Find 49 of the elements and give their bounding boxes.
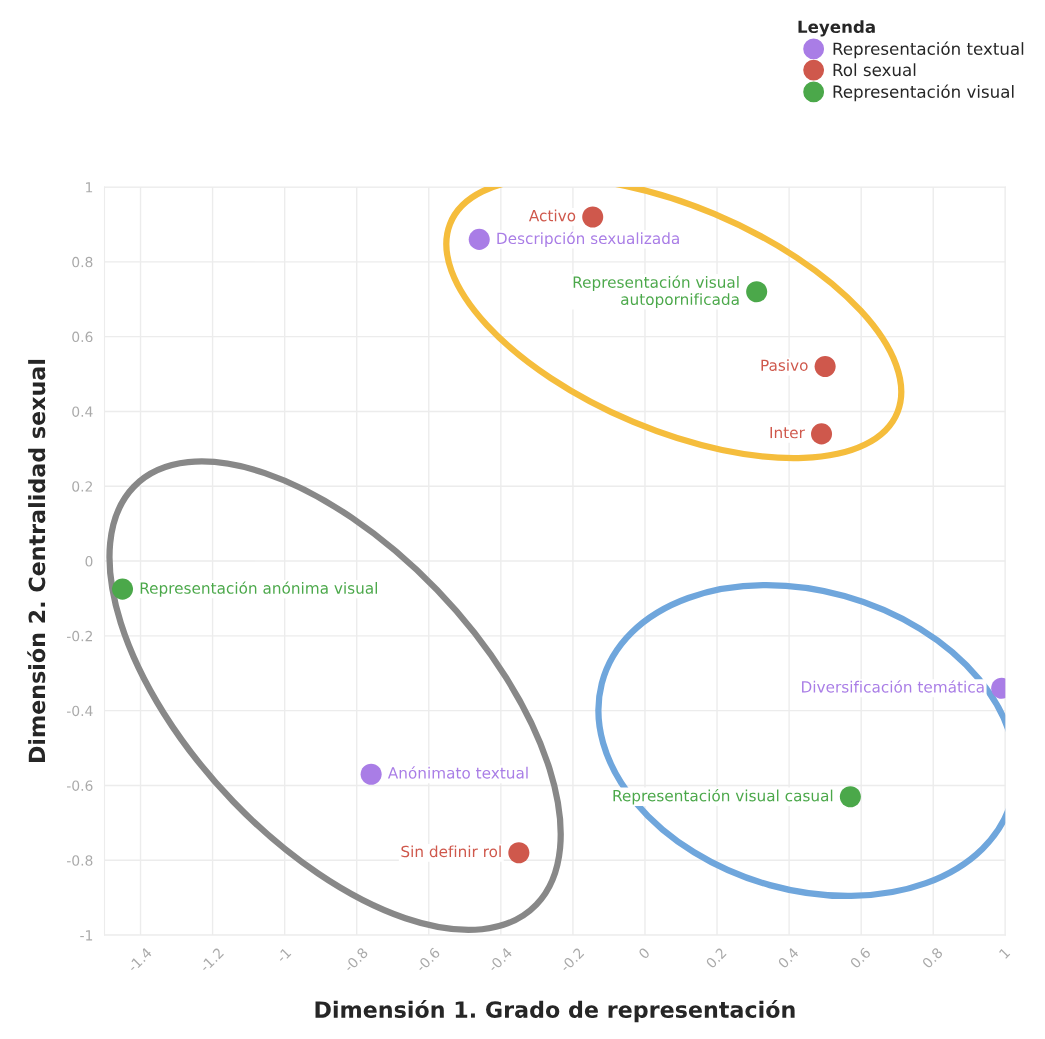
annotation: Sin definir rol — [401, 845, 501, 858]
y-tick-label: 1 — [86, 182, 93, 193]
y-axis-title: Dimensión 2. Centralidad sexual — [27, 359, 46, 763]
x-tick-label: -0.2 — [559, 947, 585, 973]
y-tick-label: -0.2 — [66, 630, 92, 642]
x-tick-label: 0 — [637, 947, 651, 960]
annotation: Representación anónima visual — [140, 581, 377, 597]
legend-title: Leyenda — [798, 20, 875, 37]
x-tick-label: 0.4 — [777, 946, 800, 969]
annotation: Pasivo — [761, 359, 808, 371]
y-tick-label: 0.8 — [72, 256, 93, 268]
point — [839, 786, 861, 808]
annotation: Representación visual casual — [613, 789, 833, 805]
annotation: Inter — [770, 426, 805, 439]
annotation: Representación visual autopornificada — [573, 275, 739, 308]
x-tick-label: 0.2 — [705, 947, 727, 969]
point — [746, 281, 768, 303]
y-tick-label: -0.8 — [66, 855, 93, 866]
annotation: Descripción sexualizada — [497, 231, 679, 248]
point — [811, 423, 833, 445]
point — [468, 228, 490, 250]
y-tick-label: 0.6 — [72, 331, 93, 343]
legend-label: Representación visual — [833, 84, 1014, 102]
x-tick-label: -1 — [275, 947, 292, 963]
point — [360, 763, 382, 785]
x-tick-label: 0.8 — [921, 947, 944, 969]
y-tick-label: 0 — [85, 556, 93, 567]
x-tick-label: 1 — [998, 947, 1011, 959]
y-tick-label: -1 — [80, 930, 93, 941]
x-tick-label: -1.4 — [126, 947, 153, 973]
point — [508, 842, 530, 864]
point — [111, 578, 134, 600]
y-tick-label: 0.2 — [72, 481, 92, 492]
point — [582, 206, 604, 228]
y-tick-label: -0.6 — [66, 780, 93, 791]
x-axis-title: Dimensión 1. Grado de representación — [315, 999, 795, 1023]
legend-label: Rol sexual — [833, 63, 916, 77]
y-tick-label: 0.4 — [72, 406, 93, 417]
x-tick-label: -0.8 — [343, 947, 369, 973]
x-tick-label: 0.6 — [849, 947, 872, 969]
y-tick-label: -0.4 — [66, 705, 93, 717]
annotation: Anónimato textual — [387, 766, 528, 779]
point — [814, 356, 836, 378]
x-tick-label: -0.4 — [487, 946, 513, 973]
annotation: Activo — [528, 209, 576, 222]
annotation: Diversificación temática — [802, 680, 984, 693]
x-tick-label: -1.2 — [198, 947, 224, 973]
legend-label: Representación textual — [833, 41, 1024, 59]
x-tick-label: -0.6 — [415, 947, 441, 973]
